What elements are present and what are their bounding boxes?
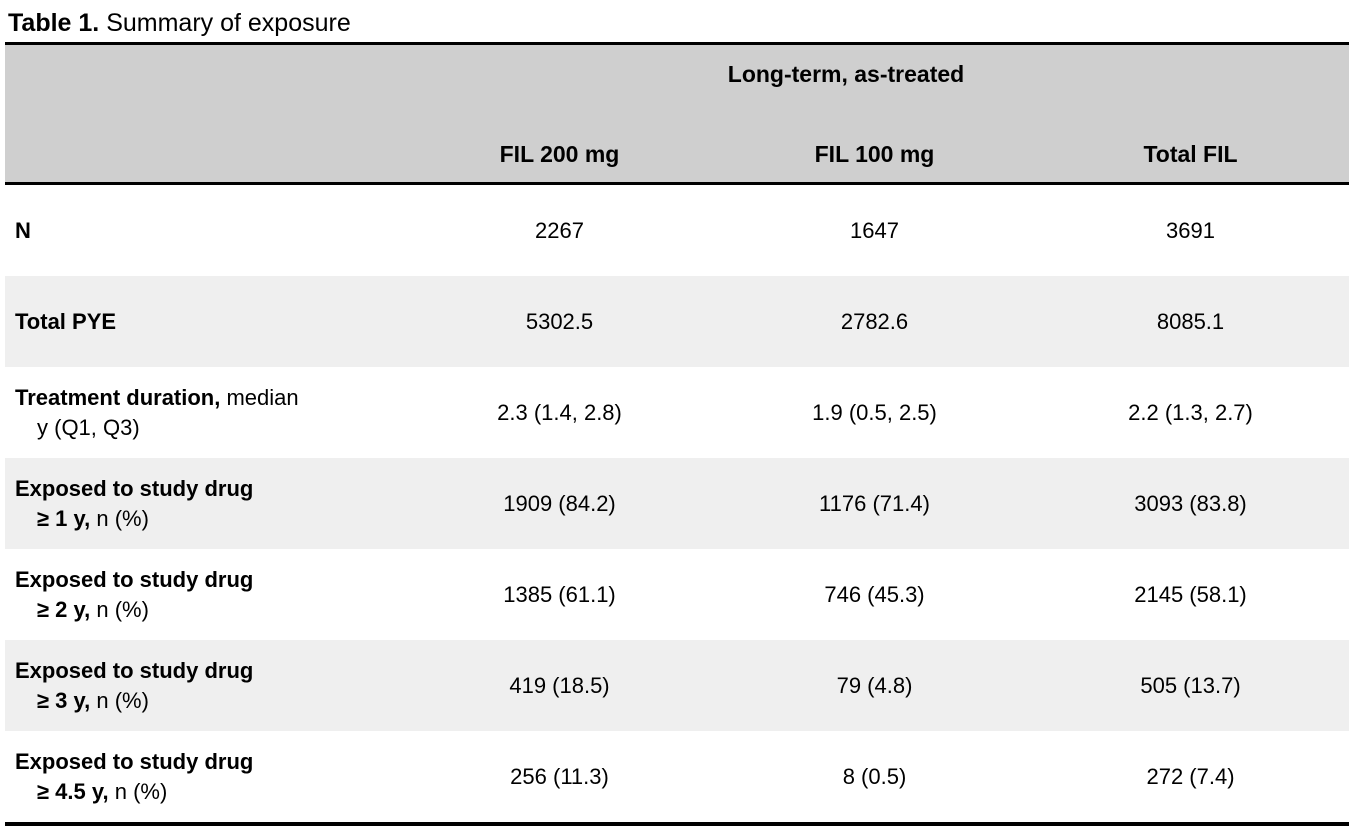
row-label-line1: Exposed to study drug [15, 748, 254, 774]
row-label: Exposed to study drug ≥ 3 y, n (%) [5, 640, 402, 731]
value-cell-fil-200mg: 1909 (84.2) [503, 490, 616, 516]
header-empty-cell [5, 43, 402, 104]
page: Table 1. Summary of exposure Long-term, … [0, 8, 1353, 826]
group-header-row: Long-term, as-treated [5, 43, 1350, 104]
row-label: Exposed to study drug ≥ 1 y, n (%) [5, 458, 402, 549]
row-label: Treatment duration, median y (Q1, Q3) [5, 367, 402, 458]
row-label-line1: Total PYE [15, 308, 117, 334]
column-header-fil-200mg: FIL 200 mg [402, 104, 717, 185]
row-label-line1: Treatment duration, median [15, 384, 299, 410]
value-cell-fil-200mg: 256 (11.3) [510, 763, 609, 789]
exposure-summary-table: Long-term, as-treated FIL 200 mg FIL 100… [5, 42, 1350, 826]
row-label-line1: Exposed to study drug [15, 657, 254, 683]
table-row: N 2267 1647 3691 [5, 184, 1349, 277]
row-label-line2: y (Q1, Q3) [37, 414, 140, 440]
row-label-line1: N [15, 217, 31, 243]
table-body: N 2267 1647 3691 Total PYE 5302.5 2782.6… [5, 184, 1350, 825]
table-title-label: Table 1. [8, 9, 100, 37]
column-header-total-fil: Total FIL [1032, 104, 1350, 185]
table-header: Long-term, as-treated FIL 200 mg FIL 100… [5, 43, 1350, 185]
value-cell-fil-200mg: 5302.5 [525, 308, 594, 334]
table-title: Table 1. Summary of exposure [8, 8, 1353, 38]
row-label-line2: ≥ 1 y, n (%) [37, 505, 149, 531]
row-label: N [5, 184, 402, 277]
value-cell-fil-100mg: 79 (4.8) [836, 672, 913, 698]
row-label-line1: Exposed to study drug [15, 475, 254, 501]
row-label-line2: ≥ 2 y, n (%) [37, 596, 149, 622]
table-row: Exposed to study drug ≥ 3 y, n (%) 419 (… [5, 640, 1350, 731]
value-cell-total-fil: 272 (7.4) [1146, 763, 1235, 789]
value-cell-fil-100mg: 1.9 (0.5, 2.5) [812, 399, 937, 425]
value-cell-total-fil: 505 (13.7) [1140, 672, 1241, 698]
value-cell-total-fil: 8085.1 [1156, 308, 1225, 334]
group-header-long-term: Long-term, as-treated [402, 43, 1350, 104]
value-cell-fil-100mg: 1176 (71.4) [819, 490, 930, 516]
value-cell-fil-100mg: 2782.6 [840, 308, 909, 334]
column-header-row: FIL 200 mg FIL 100 mg Total FIL [5, 104, 1350, 185]
table-row: Total PYE 5302.5 2782.6 8085.1 [5, 276, 1350, 367]
row-label-line1: Exposed to study drug [15, 566, 254, 592]
row-label: Total PYE [5, 276, 402, 367]
value-cell-fil-100mg: 8 (0.5) [842, 763, 907, 789]
value-cell-fil-200mg: 1385 (61.1) [503, 581, 616, 607]
table-title-text: Summary of exposure [99, 9, 351, 37]
table-row: Exposed to study drug ≥ 4.5 y, n (%) 256… [5, 731, 1349, 824]
value-cell-fil-200mg: 2.3 (1.4, 2.8) [497, 399, 622, 425]
table-row: Exposed to study drug ≥ 1 y, n (%) 1909 … [5, 458, 1350, 549]
row-label-line2: ≥ 3 y, n (%) [37, 687, 149, 713]
value-cell-fil-100mg: 1647 [850, 217, 899, 243]
value-cell-fil-100mg: 746 (45.3) [824, 581, 925, 607]
value-cell-total-fil: 3093 (83.8) [1134, 490, 1247, 516]
column-header-fil-100mg: FIL 100 mg [717, 104, 1032, 185]
value-cell-total-fil: 2.2 (1.3, 2.7) [1128, 399, 1253, 425]
row-label-line2: ≥ 4.5 y, n (%) [37, 778, 168, 804]
row-label: Exposed to study drug ≥ 4.5 y, n (%) [5, 731, 402, 824]
value-cell-fil-200mg: 419 (18.5) [509, 672, 610, 698]
value-cell-total-fil: 3691 [1166, 217, 1215, 243]
row-label: Exposed to study drug ≥ 2 y, n (%) [5, 549, 402, 640]
table-row: Treatment duration, median y (Q1, Q3) 2.… [5, 367, 1349, 458]
value-cell-total-fil: 2145 (58.1) [1134, 581, 1247, 607]
header-empty-cell [5, 104, 402, 185]
table-row: Exposed to study drug ≥ 2 y, n (%) 1385 … [5, 549, 1349, 640]
value-cell-fil-200mg: 2267 [535, 217, 584, 243]
